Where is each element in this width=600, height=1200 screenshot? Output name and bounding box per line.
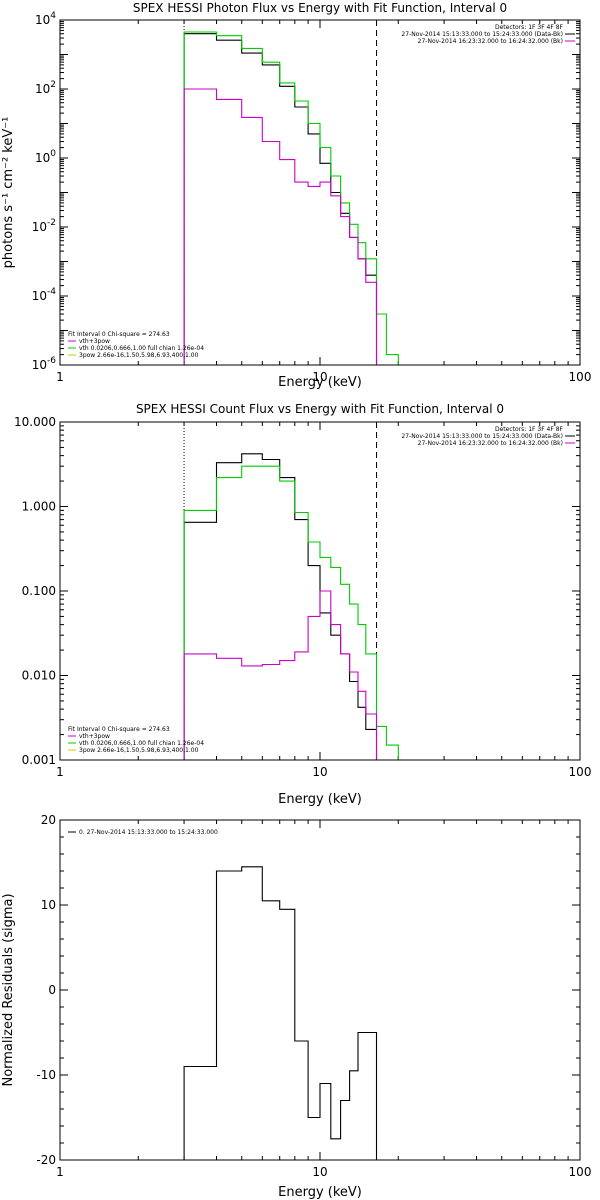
x-tick-label: 1 <box>56 370 64 384</box>
x-tick-label: 100 <box>569 1165 592 1179</box>
legend-entry: 27-Nov-2014 16:23:32.000 to 16:24:32.000… <box>418 440 563 447</box>
x-tick-label: 100 <box>569 765 592 779</box>
plot-frame <box>59 421 581 761</box>
chart-panel-2: SPEX HESSI Count Flux vs Energy with Fit… <box>14 402 591 807</box>
x-tick-label: 10 <box>312 765 327 779</box>
chart-title: SPEX HESSI Photon Flux vs Energy with Fi… <box>133 1 507 15</box>
y-tick-label: 0.001 <box>22 753 56 767</box>
y-tick-label: -10 <box>36 1068 56 1082</box>
series-line-3 <box>183 590 378 760</box>
plot-frame <box>59 19 581 366</box>
y-tick-label: 100 <box>35 149 56 165</box>
x-tick-label: 1 <box>56 765 64 779</box>
y-tick-label: 104 <box>35 11 56 27</box>
y-tick-label: -20 <box>36 1153 56 1167</box>
legend-entry: 27-Nov-2014 16:23:32.000 to 16:24:32.000… <box>418 38 563 45</box>
series-line-1 <box>183 453 378 760</box>
x-axis-label: Energy (keV) <box>278 375 362 390</box>
x-tick-label: 1 <box>56 1165 64 1179</box>
legend-entry: 0. 27-Nov-2014 15:13:33.000 to 15:24:33.… <box>79 829 218 836</box>
legend-entry: vth 0.0206,0.666,1.00 full chian 1.26e-0… <box>79 345 204 352</box>
legend-entry: vth 0.0206,0.666,1.00 full chian 1.26e-0… <box>79 740 204 747</box>
y-tick-label: 10-2 <box>32 218 56 234</box>
y-tick-label: 0.010 <box>22 669 56 683</box>
y-tick-label: 10 <box>41 898 56 912</box>
chart-panel-1: SPEX HESSI Photon Flux vs Energy with Fi… <box>1 1 591 390</box>
y-tick-label: 0 <box>48 983 56 997</box>
x-axis-label: Energy (keV) <box>278 1185 362 1200</box>
legend-fit-header: Fit Interval 0 Chi-square = 274.63 <box>68 331 170 338</box>
legend-entry: 27-Nov-2014 15:13:33.000 to 15:24:33.000… <box>401 31 563 38</box>
legend-detectors: Detectors: 1F 3F 4F 8F <box>495 24 564 31</box>
legend-detectors: Detectors: 1F 3F 4F 8F <box>495 426 564 433</box>
x-tick-label: 10 <box>312 370 327 384</box>
legend-entry: vth+3pow <box>79 733 110 740</box>
y-tick-label: 102 <box>35 80 56 96</box>
legend-entry: 3pow 2.66e-16,1.50,5.98,6.93,400,1.00 <box>79 747 199 754</box>
series-group <box>183 453 399 760</box>
x-tick-label: 100 <box>569 370 592 384</box>
series-line-2 <box>183 465 399 760</box>
legend-entry: 3pow 2.66e-16,1.50,5.98,6.93,400,1.00 <box>79 352 199 359</box>
x-tick-label: 10 <box>312 1165 327 1179</box>
plot-frame <box>59 819 581 1161</box>
y-tick-label: 10-4 <box>32 287 57 303</box>
x-axis-label: Energy (keV) <box>278 792 362 807</box>
series-line-1 <box>183 866 378 1160</box>
series-line-2 <box>183 31 399 365</box>
legend-entry: vth+3pow <box>79 338 110 345</box>
series-group <box>183 31 399 365</box>
y-tick-label: 1.000 <box>22 500 56 514</box>
y-axis-label: photons s⁻¹ cm⁻² keV⁻¹ <box>1 117 16 269</box>
y-axis-label: Normalized Residuals (sigma) <box>1 893 16 1086</box>
y-tick-label: 10-6 <box>32 356 57 372</box>
chart-title: SPEX HESSI Count Flux vs Energy with Fit… <box>136 402 504 416</box>
y-tick-label: 20 <box>41 813 56 827</box>
legend-fit-header: Fit Interval 0 Chi-square = 274.63 <box>68 726 170 733</box>
y-tick-label: 10.000 <box>14 415 56 429</box>
y-tick-label: 0.100 <box>22 584 56 598</box>
legend-entry: 27-Nov-2014 15:13:33.000 to 15:24:33.000… <box>401 433 563 440</box>
series-group <box>183 866 378 1160</box>
series-line-3 <box>183 88 378 365</box>
